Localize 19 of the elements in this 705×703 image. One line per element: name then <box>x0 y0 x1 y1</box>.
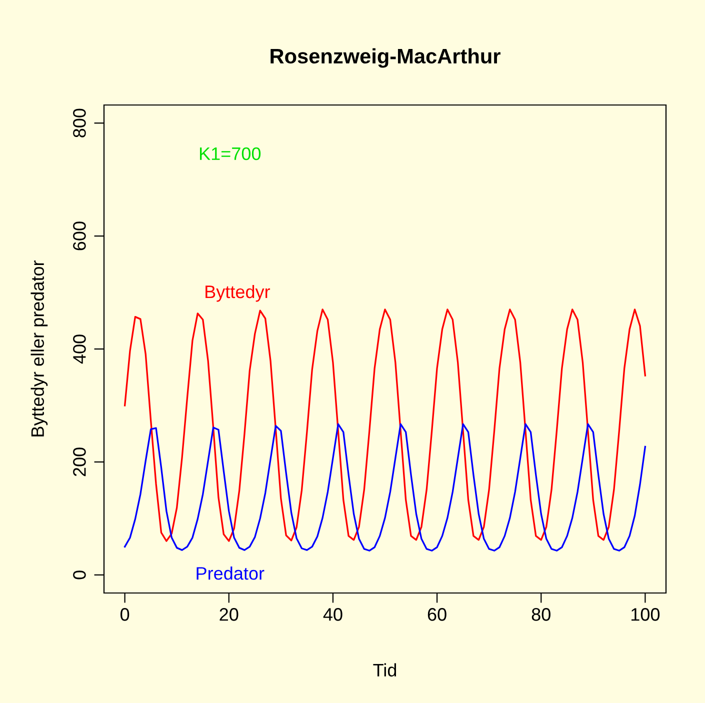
line-series <box>124 423 646 552</box>
x-tick-label: 80 <box>532 608 550 621</box>
x-axis-title: Tid <box>373 663 396 677</box>
x-tick-label: 40 <box>323 608 342 621</box>
y-tick-label: 0 <box>73 570 86 580</box>
y-tick-label: 600 <box>73 222 86 250</box>
y-tick-label: 800 <box>73 108 86 138</box>
annotation: K1=700 <box>200 147 261 160</box>
y-axis-title: Byttedyr eller predator <box>30 260 48 436</box>
x-tick-label: 100 <box>632 608 660 621</box>
line-series <box>124 308 646 542</box>
y-tick-label: 200 <box>73 448 86 476</box>
x-tick-label: 60 <box>428 608 446 621</box>
series-label: Predator <box>196 566 264 580</box>
x-tick-label: 20 <box>220 608 238 621</box>
x-tick-label: 0 <box>120 608 130 621</box>
y-tick-label: 400 <box>73 334 86 364</box>
chart-title: Rosenzweig-MacArthur <box>270 48 500 68</box>
series-label: Byttedyr <box>206 284 270 302</box>
